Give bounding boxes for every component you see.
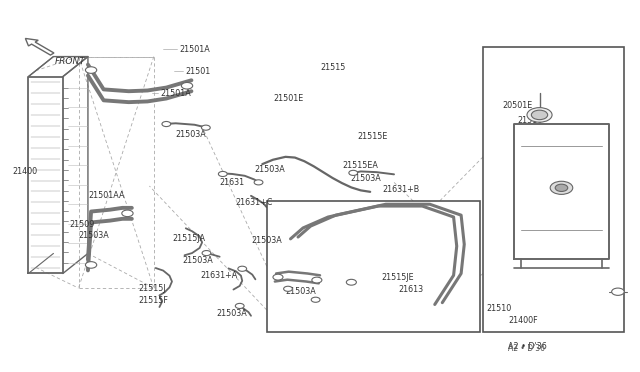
Circle shape bbox=[531, 110, 548, 120]
Text: 21509: 21509 bbox=[69, 220, 95, 229]
Text: A2 • D'36: A2 • D'36 bbox=[508, 342, 547, 351]
Text: 21613: 21613 bbox=[398, 285, 424, 294]
Text: 21631+A: 21631+A bbox=[201, 271, 238, 280]
Circle shape bbox=[85, 67, 97, 73]
Text: FRONT: FRONT bbox=[54, 57, 86, 65]
Text: 21515: 21515 bbox=[320, 63, 346, 72]
Text: 21510: 21510 bbox=[486, 304, 511, 312]
Circle shape bbox=[311, 297, 320, 302]
Circle shape bbox=[236, 304, 244, 308]
Circle shape bbox=[254, 180, 263, 185]
Text: 21631: 21631 bbox=[220, 178, 244, 187]
Circle shape bbox=[612, 288, 624, 295]
Circle shape bbox=[202, 250, 211, 256]
Circle shape bbox=[349, 170, 358, 176]
Circle shape bbox=[122, 210, 133, 217]
Circle shape bbox=[85, 262, 97, 268]
Text: 21400F: 21400F bbox=[508, 317, 538, 326]
Text: 21631+B: 21631+B bbox=[383, 185, 420, 194]
Text: 20501E: 20501E bbox=[502, 101, 532, 110]
Text: 21501A: 21501A bbox=[160, 89, 191, 97]
Text: 21400: 21400 bbox=[13, 167, 38, 176]
Circle shape bbox=[181, 83, 193, 89]
Text: 21515JE: 21515JE bbox=[381, 273, 414, 282]
Text: 21503A: 21503A bbox=[79, 231, 109, 240]
Text: 21503A: 21503A bbox=[254, 165, 285, 174]
Text: 21515J: 21515J bbox=[138, 283, 166, 292]
Circle shape bbox=[238, 266, 246, 271]
Text: 21501: 21501 bbox=[185, 67, 211, 76]
Circle shape bbox=[346, 279, 356, 285]
Text: 21515EA: 21515EA bbox=[342, 161, 378, 170]
Circle shape bbox=[273, 274, 283, 280]
Text: 21503A: 21503A bbox=[350, 174, 381, 183]
Text: 21501A: 21501A bbox=[179, 45, 210, 54]
Text: 21515E: 21515E bbox=[358, 132, 388, 141]
Circle shape bbox=[555, 184, 568, 192]
Circle shape bbox=[312, 277, 322, 283]
Circle shape bbox=[284, 286, 292, 291]
Text: 21503A: 21503A bbox=[216, 309, 247, 318]
Text: 21516: 21516 bbox=[518, 116, 543, 125]
Circle shape bbox=[202, 125, 210, 130]
Bar bbox=[267, 201, 480, 332]
Circle shape bbox=[162, 122, 171, 126]
Text: 21515F: 21515F bbox=[138, 296, 168, 305]
Circle shape bbox=[218, 171, 227, 177]
Circle shape bbox=[527, 108, 552, 122]
Text: 21503A: 21503A bbox=[285, 287, 316, 296]
Bar bbox=[483, 48, 624, 332]
Text: 21503A: 21503A bbox=[251, 236, 282, 245]
Text: 21501E: 21501E bbox=[273, 94, 303, 103]
Text: A2 • D'36: A2 • D'36 bbox=[508, 344, 545, 353]
Text: 21501AA: 21501AA bbox=[88, 190, 124, 200]
Text: 21515JA: 21515JA bbox=[173, 234, 205, 243]
Text: 21503A: 21503A bbox=[176, 131, 207, 140]
Text: 21631+C: 21631+C bbox=[236, 198, 273, 207]
Text: 21503A: 21503A bbox=[182, 256, 212, 265]
FancyArrow shape bbox=[26, 38, 54, 55]
Circle shape bbox=[550, 181, 573, 195]
